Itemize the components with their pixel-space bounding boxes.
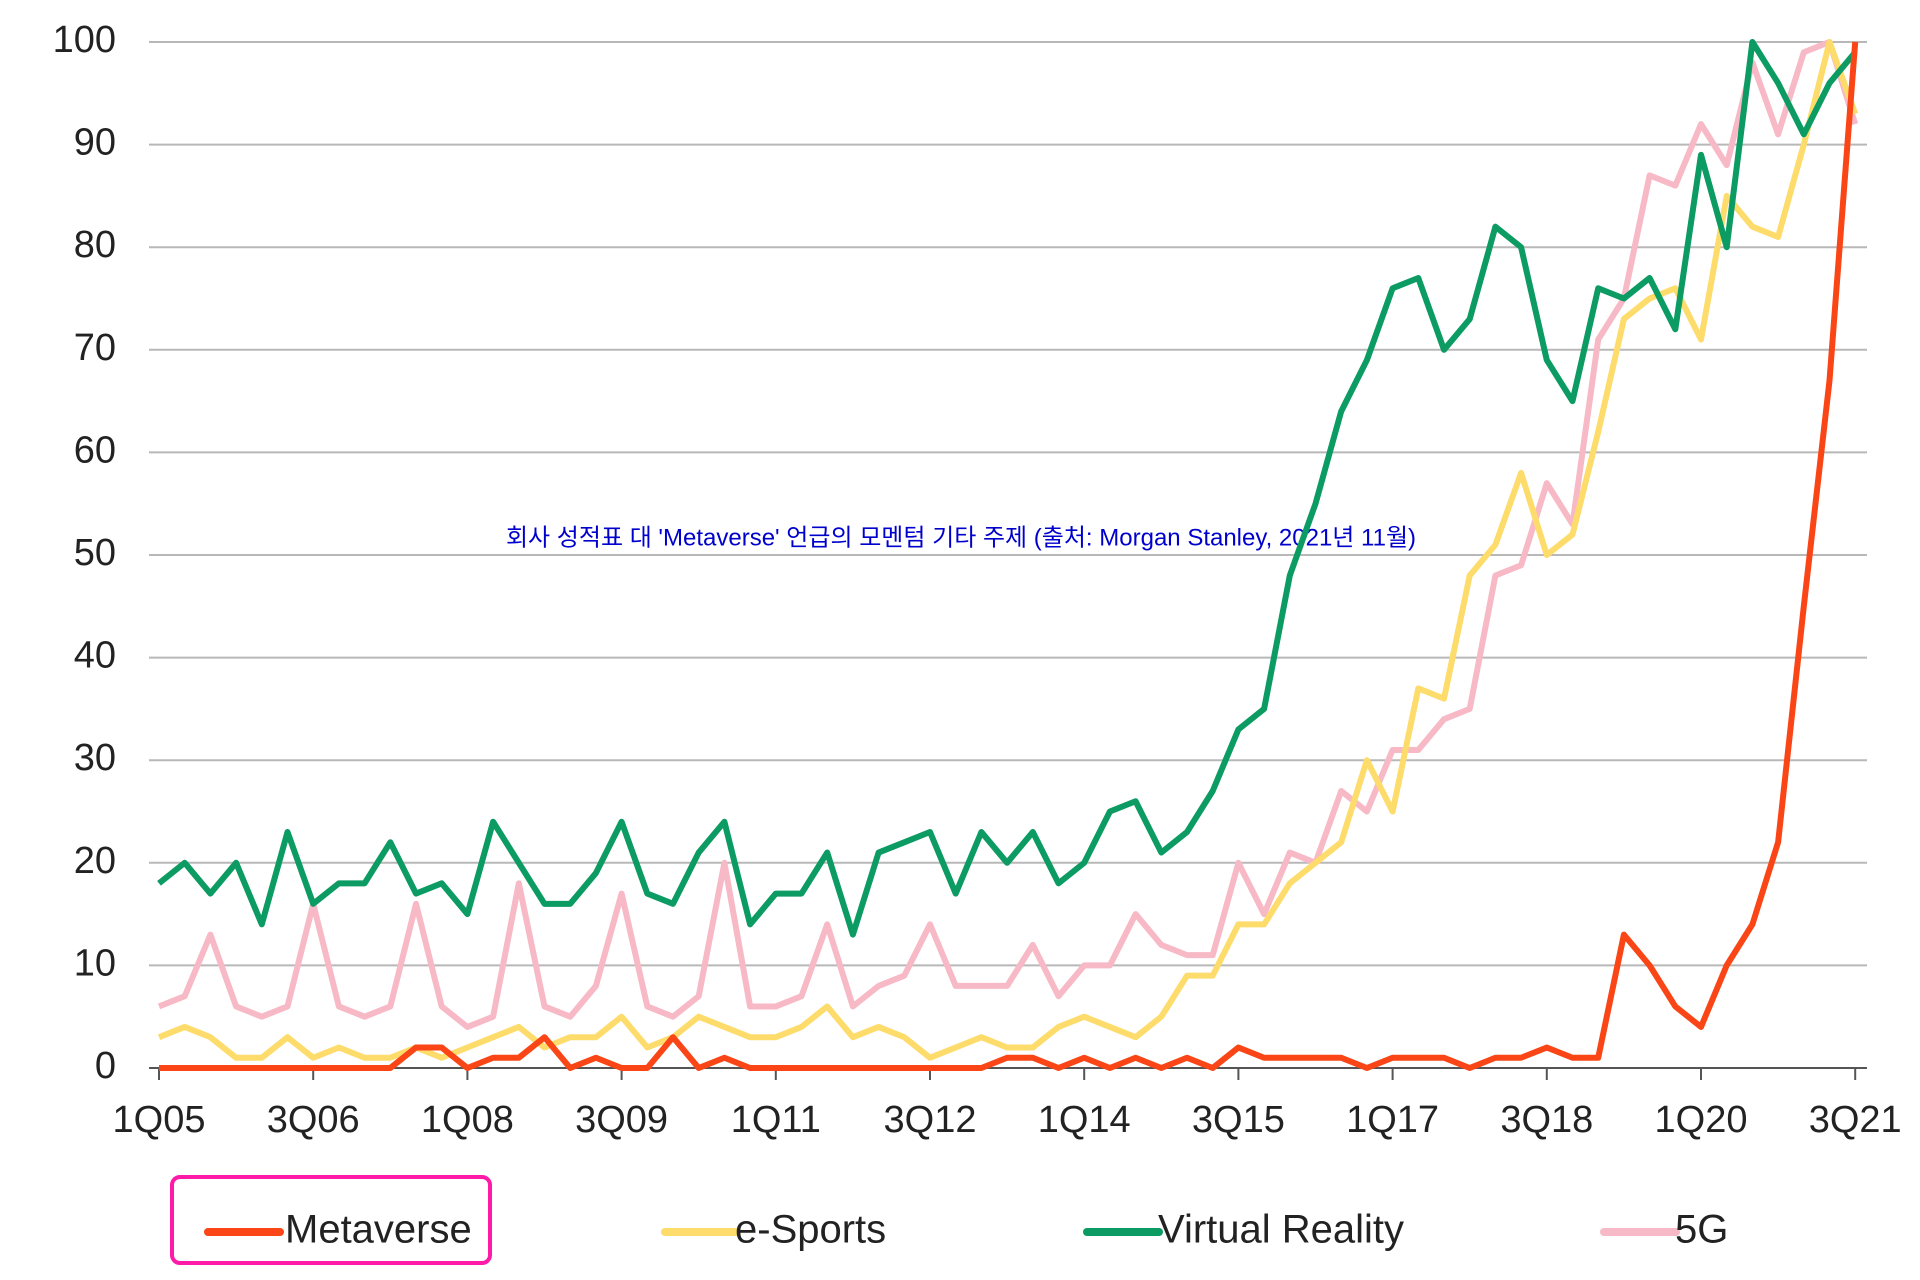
y-tick-label: 30	[74, 737, 116, 779]
legend-label: e-Sports	[735, 1208, 886, 1252]
x-tick-label: 1Q11	[731, 1099, 821, 1141]
chart-title: 회사 성적표 대 'Metaverse' 언급의 모멘텀 기타 주제 (출처: …	[506, 524, 1416, 551]
y-tick-label: 70	[74, 327, 116, 369]
x-tick-label: 3Q21	[1809, 1099, 1902, 1141]
x-tick-label: 1Q20	[1655, 1099, 1748, 1141]
y-tick-label: 40	[74, 635, 116, 677]
x-tick-label: 3Q12	[884, 1099, 977, 1141]
x-tick-label: 3Q15	[1192, 1099, 1285, 1141]
x-tick-label: 1Q08	[421, 1099, 514, 1141]
legend-highlight[interactable]	[170, 1175, 492, 1265]
series-line	[157, 39, 1858, 938]
y-tick-label: 50	[74, 532, 116, 574]
y-tick-label: 0	[95, 1045, 116, 1087]
y-tick-label: 20	[74, 840, 116, 882]
y-tick-label: 60	[74, 429, 116, 471]
x-tick-label: 3Q09	[575, 1099, 668, 1141]
x-tick-label: 1Q05	[113, 1099, 206, 1141]
x-tick-label: 3Q18	[1500, 1099, 1593, 1141]
y-tick-label: 80	[74, 224, 116, 266]
legend-label: Virtual Reality	[1158, 1208, 1404, 1252]
x-tick-label: 3Q06	[267, 1099, 360, 1141]
legend-label: Metaverse	[285, 1208, 472, 1252]
y-tick-label: 90	[74, 122, 116, 164]
legend-label: 5G	[1675, 1208, 1728, 1252]
x-tick-label: 1Q14	[1038, 1099, 1131, 1141]
x-tick-label: 1Q17	[1346, 1099, 1439, 1141]
y-tick-label: 10	[74, 942, 116, 984]
y-tick-label: 100	[53, 19, 116, 61]
series-line	[157, 39, 1859, 1061]
series-line	[159, 41, 1859, 1071]
